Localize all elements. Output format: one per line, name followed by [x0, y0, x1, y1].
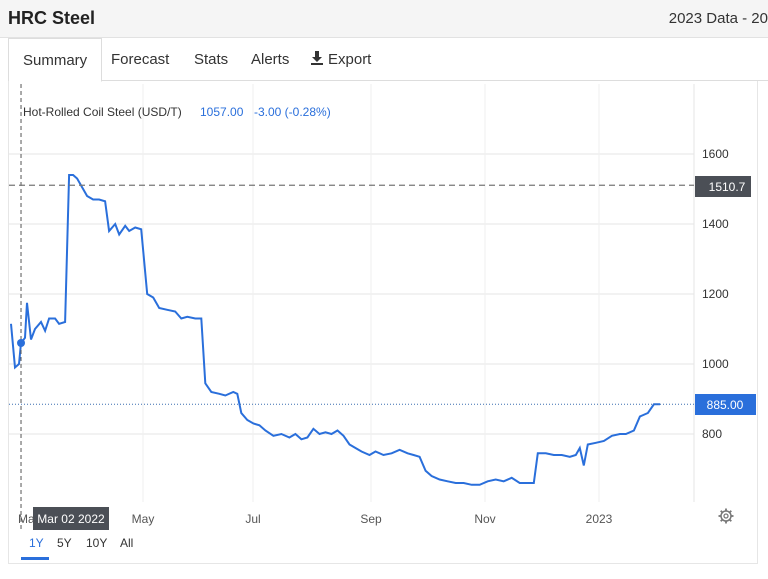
range-10y[interactable]: 10Y	[86, 536, 108, 550]
crosshair-date-tag: Mar 02 2022	[33, 507, 109, 530]
download-icon	[311, 51, 323, 65]
range-1y-underline	[21, 557, 49, 560]
chart-panel	[8, 81, 758, 564]
partial-month-label: Ma	[18, 512, 35, 526]
legend-name: Hot-Rolled Coil Steel (USD/T)	[23, 105, 182, 119]
x-tick-label: Sep	[360, 512, 382, 526]
tab-alerts[interactable]: Alerts	[237, 38, 303, 81]
crosshair-date-label: Mar 02 2022	[37, 512, 105, 526]
y-tick-label: 1200	[702, 287, 729, 301]
x-tick-label: Jul	[245, 512, 260, 526]
crosshair-price-tag: 1510.7	[695, 176, 751, 197]
tab-export[interactable]: Export	[296, 38, 385, 81]
tab-summary[interactable]: Summary	[8, 38, 103, 82]
legend-last: 1057.00	[200, 105, 244, 119]
last-price-label: 885.00	[707, 398, 744, 412]
header-bar: HRC Steel 2023 Data - 20	[0, 0, 768, 38]
tab-forecast[interactable]: Forecast	[97, 38, 183, 81]
range-5y[interactable]: 5Y	[57, 536, 72, 550]
tab-alerts-label: Alerts	[251, 51, 290, 68]
tab-stats[interactable]: Stats	[180, 38, 242, 81]
y-tick-label: 800	[702, 427, 722, 441]
crosshair-price-label: 1510.7	[709, 180, 746, 194]
series-line	[10, 174, 660, 486]
tab-summary-label: Summary	[23, 52, 88, 69]
x-tick-label: Nov	[474, 512, 495, 526]
y-tick-label: 1000	[702, 357, 729, 371]
y-tick-label: 1400	[702, 217, 729, 231]
range-1y[interactable]: 1Y	[29, 536, 44, 550]
settings-gear-icon[interactable]	[718, 508, 734, 524]
x-tick-label: 2023	[586, 512, 613, 526]
page-title: HRC Steel	[8, 8, 96, 28]
crosshair-point	[17, 339, 26, 347]
last-price-tag: 885.00	[695, 394, 756, 415]
tab-stats-label: Stats	[194, 51, 229, 68]
legend-change: -3.00 (-0.28%)	[254, 105, 331, 119]
y-tick-label: 1600	[702, 147, 729, 161]
x-tick-label: May	[132, 512, 155, 526]
range-all[interactable]: All	[120, 536, 134, 550]
tab-forecast-label: Forecast	[111, 51, 170, 68]
data-info: 2023 Data - 20	[668, 10, 768, 27]
tab-bar: Summary Forecast Stats Alerts Export	[8, 38, 768, 82]
tab-export-label: Export	[328, 51, 372, 68]
